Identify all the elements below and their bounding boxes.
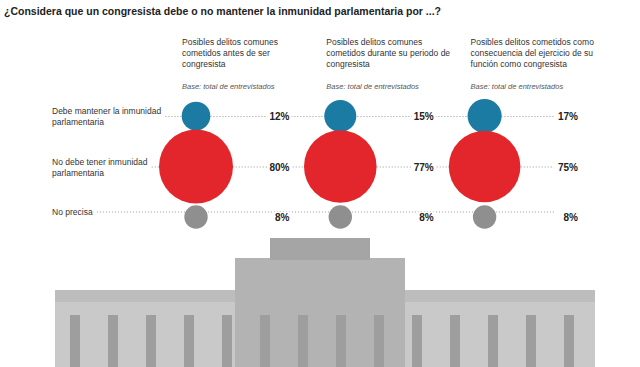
data-label: 17% — [558, 111, 578, 122]
label-background — [412, 111, 436, 122]
data-label: 12% — [269, 111, 289, 122]
building-part — [374, 315, 384, 367]
text-line: No precisa — [52, 207, 93, 217]
column-header: Posibles delitos comunescometidos antes … — [182, 37, 278, 69]
data-label: 80% — [269, 162, 289, 173]
text-line: congresista — [182, 59, 226, 69]
building-part — [108, 315, 118, 367]
text-line: parlamentaria — [52, 168, 104, 178]
building-part — [526, 315, 536, 367]
building-illustration — [55, 238, 595, 367]
building-part — [222, 315, 232, 367]
text-line: Posibles delitos comunes — [182, 37, 278, 47]
data-label: 77% — [414, 162, 434, 173]
text-line: función como congresista — [471, 59, 568, 69]
data-label: 15% — [414, 111, 434, 122]
bubble — [184, 205, 207, 228]
building-part — [146, 315, 156, 367]
note: Base: total de entrevistados — [326, 82, 419, 91]
plot-area — [159, 99, 520, 229]
label-background — [417, 212, 436, 223]
text-line: Posibles delitos cometidos como — [471, 37, 595, 47]
bubble — [159, 130, 233, 204]
title: ¿Considera que un congresista debe o no … — [4, 5, 441, 18]
column-header: Posibles delitos comunescometidos durant… — [326, 37, 450, 69]
text-line: consecuencia del ejercicio de su — [471, 48, 594, 58]
label-background — [267, 111, 291, 122]
text-line: cometidos antes de ser — [182, 48, 270, 58]
text-line: cometidos durante su periodo de — [326, 48, 450, 58]
row-label: No precisa — [52, 207, 93, 217]
building-part — [412, 315, 422, 367]
building-part — [336, 315, 346, 367]
building-part — [298, 315, 308, 367]
building-part — [184, 315, 194, 367]
note: Base: total de entrevistados — [471, 82, 564, 91]
row-label: No debe tener inmunidadparlamentaria — [52, 157, 148, 178]
building-part — [405, 290, 595, 302]
chart: ¿Considera que un congresista debe o no … — [0, 0, 640, 367]
building-part — [488, 315, 498, 367]
bubble — [329, 205, 352, 228]
text-line: Debe mantener la inmunidad — [52, 106, 161, 116]
data-label: 8% — [564, 212, 579, 223]
data-label: 8% — [275, 212, 290, 223]
data-label: 8% — [419, 212, 434, 223]
bubble — [304, 130, 377, 203]
building-part — [260, 315, 270, 367]
text-line: parlamentaria — [52, 117, 104, 127]
row-label: Debe mantener la inmunidadparlamentaria — [52, 106, 161, 127]
building-part — [270, 238, 370, 260]
data-label: 75% — [558, 162, 578, 173]
text-line: congresista — [326, 59, 370, 69]
text-line: No debe tener inmunidad — [52, 157, 148, 167]
label-background — [556, 162, 580, 173]
label-background — [556, 111, 580, 122]
bubble — [468, 99, 502, 133]
note: Base: total de entrevistados — [182, 82, 275, 91]
bubble — [473, 205, 496, 228]
label-background — [562, 212, 581, 223]
building-part — [70, 315, 80, 367]
building-part — [564, 315, 574, 367]
label-background — [273, 212, 292, 223]
bubble — [324, 100, 356, 132]
building-part — [450, 315, 460, 367]
bubble — [182, 102, 211, 131]
column-header: Posibles delitos cometidos comoconsecuen… — [471, 37, 595, 69]
label-background — [267, 162, 291, 173]
building-part — [235, 258, 405, 367]
building-part — [55, 290, 235, 302]
bubble — [449, 131, 521, 203]
text-line: Posibles delitos comunes — [326, 37, 422, 47]
label-background — [412, 162, 436, 173]
